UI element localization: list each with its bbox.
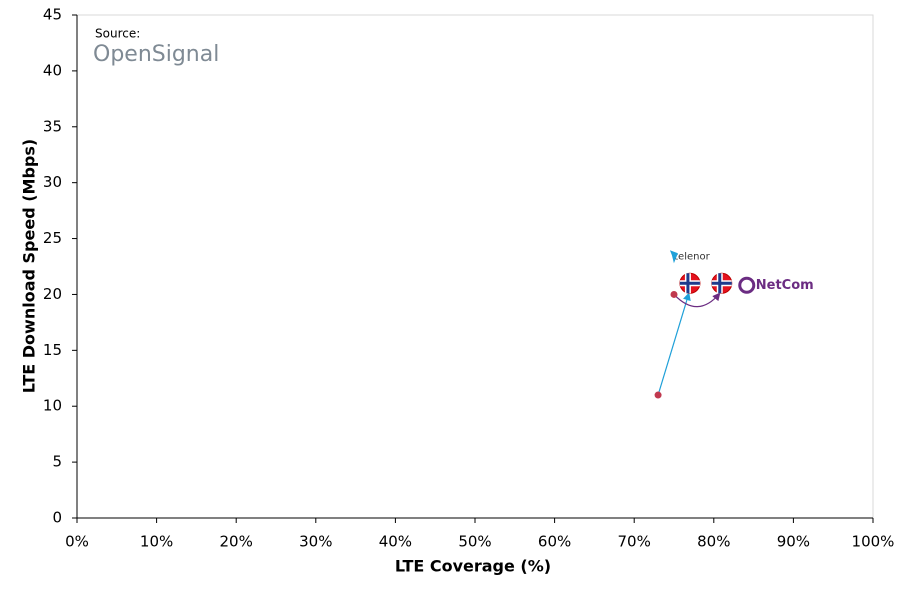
y-tick-label: 30 (43, 173, 62, 191)
x-tick-label: 0% (65, 533, 89, 551)
series-label: NetCom (756, 278, 814, 293)
x-tick-label: 70% (618, 533, 651, 551)
x-tick-label: 100% (852, 533, 895, 551)
series-arrow (673, 292, 721, 308)
y-tick-label: 35 (43, 117, 62, 135)
flag-cross-blue-h (711, 281, 732, 285)
x-axis-title: LTE Coverage (%) (395, 557, 551, 576)
point (654, 391, 662, 399)
flag-marker (711, 272, 733, 294)
flag-cross-blue-v (718, 273, 722, 294)
x-tick-label: 60% (538, 533, 571, 551)
y-tick-label: 10 (43, 397, 62, 415)
y-tick-label: 25 (43, 229, 62, 247)
x-tick-label: 50% (458, 533, 491, 551)
y-tick-label: 15 (43, 341, 62, 359)
y-tick-label: 0 (52, 509, 62, 527)
x-tick-label: 40% (379, 533, 412, 551)
x-tick-label: 20% (220, 533, 253, 551)
logo-icon (669, 250, 678, 264)
x-tick-label: 80% (697, 533, 730, 551)
flag-cross-blue-h (679, 281, 700, 285)
x-tick-label: 30% (299, 533, 332, 551)
flag-marker (679, 272, 701, 294)
source-label: Source: (95, 27, 140, 41)
y-tick-label: 5 (52, 453, 62, 471)
x-tick-label: 10% (140, 533, 173, 551)
flag-cross-blue-v (686, 273, 690, 294)
series-arrow (657, 292, 691, 396)
y-tick-label: 40 (43, 61, 62, 79)
source-name: OpenSignal (93, 42, 219, 67)
logo-icon (738, 276, 756, 294)
series-label: telenor (674, 251, 710, 262)
y-axis-title: LTE Download Speed (Mbps) (20, 139, 39, 393)
x-tick-label: 90% (777, 533, 810, 551)
y-tick-label: 45 (43, 6, 62, 24)
point (670, 290, 678, 298)
plot-area (76, 14, 874, 519)
y-tick-label: 20 (43, 285, 62, 303)
